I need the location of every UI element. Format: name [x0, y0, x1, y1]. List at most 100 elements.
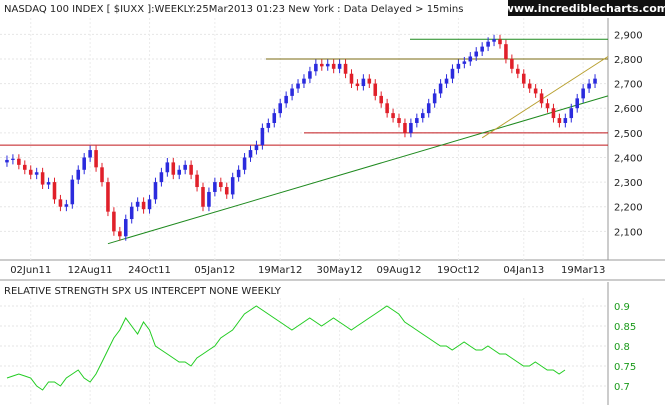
rs-x-gridlines	[30, 298, 584, 405]
price-y-tick-label: 2,300	[614, 178, 643, 189]
price-bar-body	[112, 211, 116, 232]
price-bar-body	[171, 162, 176, 175]
price-bar-body	[533, 88, 538, 94]
price-bar-body	[106, 182, 110, 212]
price-bar-body	[563, 118, 568, 123]
price-bar-body	[236, 169, 241, 178]
price-bar-body	[379, 95, 383, 104]
price-x-tick-label: 19Mar13	[561, 265, 605, 276]
horizontal-levels	[0, 38, 608, 146]
rs-series-line	[6, 305, 566, 391]
price-bar-body	[367, 78, 372, 84]
price-bar-body	[343, 63, 348, 74]
price-bar-body	[183, 164, 187, 170]
rs-y-tick-label: 0.8	[614, 342, 630, 353]
price-bar-body	[94, 150, 98, 168]
price-bar-body	[123, 219, 128, 237]
price-bar-body	[82, 157, 86, 170]
price-bar-body	[593, 78, 597, 84]
price-x-tick-label: 12Aug11	[68, 265, 113, 276]
price-bar-body	[177, 169, 182, 175]
price-bar-body	[426, 103, 431, 114]
price-bar-body	[219, 182, 223, 188]
price-bar-body	[587, 83, 591, 89]
price-bar-body	[492, 39, 496, 42]
price-bar-body	[58, 199, 63, 207]
price-y-tick-label: 2,900	[614, 30, 643, 41]
price-bar-body	[135, 201, 140, 207]
price-y-tick-label: 2,100	[614, 227, 643, 238]
price-x-tick-label: 19Mar12	[258, 265, 302, 276]
price-bar-body	[207, 191, 211, 207]
price-y-tick-labels: 2,100 2,200 2,300 2,400 2,500 2,600 2,700 2,800…	[614, 30, 643, 238]
price-y-tick-label: 2,600	[614, 104, 643, 115]
rs-gridlines	[0, 305, 608, 387]
price-bar-body	[575, 98, 579, 109]
price-bar-body	[118, 231, 122, 237]
price-x-tick-label: 02Jun11	[10, 265, 51, 276]
price-bar-body	[480, 46, 484, 52]
price-bar-body	[52, 182, 57, 200]
price-bar-body	[308, 71, 312, 79]
price-bar-body	[314, 63, 318, 72]
price-bar-body	[230, 177, 235, 195]
price-bar-body	[504, 44, 508, 59]
price-bar-body	[11, 158, 15, 160]
price-bar-body	[557, 118, 562, 123]
price-bar-body	[141, 201, 146, 210]
price-bar-body	[420, 113, 425, 119]
price-bar-body	[391, 113, 395, 119]
price-bar-body	[569, 108, 574, 119]
price-bar-body	[468, 56, 473, 62]
price-bar-body	[260, 127, 265, 146]
price-bar-body	[76, 169, 81, 180]
trendlines	[107, 56, 609, 245]
price-bar-body	[34, 172, 39, 175]
price-bar-body	[70, 179, 75, 205]
price-x-tick-labels: 02Jun11 12Aug11 24Oct11 05Jan12 19Mar12 30May…	[10, 265, 605, 276]
price-bar-body	[337, 63, 342, 69]
price-bar-body	[46, 182, 51, 185]
price-bar-body	[527, 83, 532, 89]
chart-title: NASDAQ 100 INDEX [ $IUXX ]:WEEKLY:25Mar2…	[4, 4, 463, 15]
price-bar-body	[201, 187, 205, 207]
price-bar-body	[290, 88, 294, 96]
price-bar-body	[403, 122, 407, 133]
price-bar-body	[213, 182, 217, 192]
relative-strength-panel: RELATIVE STRENGTH SPX US INTERCEPT NONE …	[0, 279, 665, 405]
price-x-tick-label: 19Oct12	[437, 265, 480, 276]
price-bar-body	[40, 172, 45, 185]
price-y-tick-label: 2,400	[614, 153, 643, 164]
price-bar-body	[254, 145, 259, 151]
price-bar-body	[165, 162, 170, 173]
price-bar-body	[415, 118, 419, 123]
price-bar-body	[516, 68, 520, 74]
trendline-green-support	[107, 95, 609, 245]
price-bar-body	[153, 182, 158, 200]
price-bar-body	[147, 199, 152, 210]
price-bar-body	[355, 83, 360, 87]
price-bar-body	[432, 93, 437, 104]
price-bar-body	[450, 68, 455, 79]
price-y-tick-label: 2,800	[614, 55, 643, 66]
price-x-gridlines	[30, 18, 584, 260]
rs-y-tick-labels: 0.7 0.75 0.8 0.85 0.9	[614, 302, 636, 393]
price-bar-body	[272, 113, 277, 123]
site-badge	[508, 0, 665, 16]
price-bar-body	[159, 172, 164, 183]
rs-y-tick-label: 0.9	[614, 302, 630, 313]
price-y-tick-label: 2,700	[614, 80, 643, 91]
price-y-tick-label: 2,500	[614, 129, 643, 140]
rs-y-tick-label: 0.75	[614, 362, 636, 373]
price-bar-body	[349, 73, 354, 84]
price-bar-body	[320, 63, 324, 67]
price-bar-body	[64, 204, 69, 207]
price-bar-body	[296, 83, 300, 89]
price-bar-body	[278, 103, 282, 114]
price-bar-body	[266, 122, 271, 128]
price-bar-body	[129, 206, 134, 220]
price-bar-body	[248, 150, 253, 158]
price-bar-body	[100, 167, 104, 183]
price-bar-body	[385, 103, 389, 114]
